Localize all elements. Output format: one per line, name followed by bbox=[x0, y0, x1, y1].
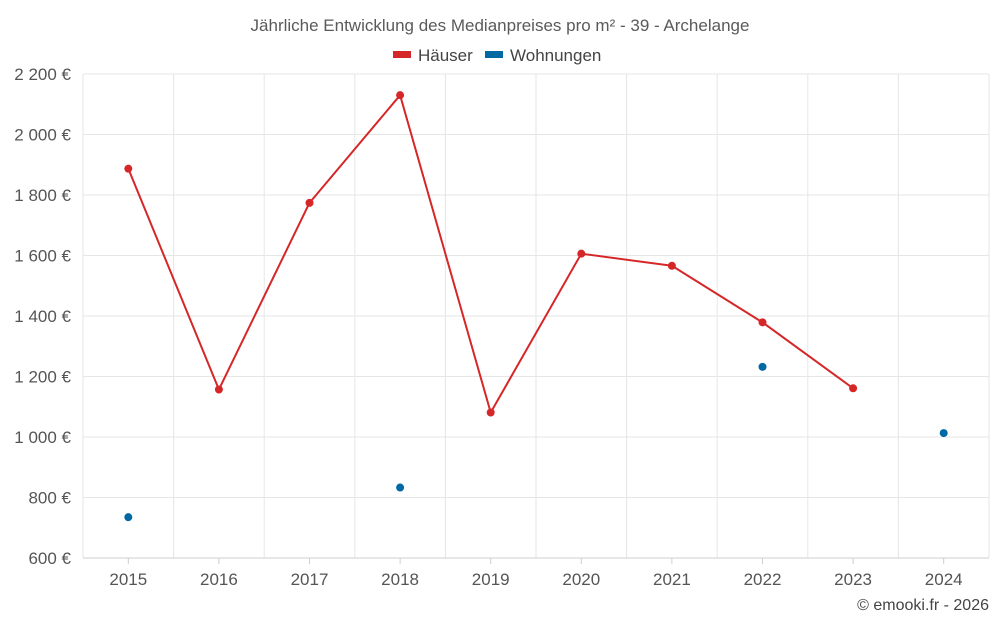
legend-label-wohnungen: Wohnungen bbox=[510, 46, 601, 65]
x-tick-label: 2021 bbox=[653, 570, 691, 589]
data-point-haeuser[interactable] bbox=[577, 249, 586, 258]
x-tick-label: 2018 bbox=[381, 570, 419, 589]
y-tick-label: 1 000 € bbox=[14, 428, 71, 447]
series bbox=[124, 91, 948, 522]
y-tick-label: 1 200 € bbox=[14, 368, 71, 387]
credit-text: © emooki.fr - 2026 bbox=[857, 597, 989, 614]
chart-title: Jährliche Entwicklung des Medianpreises … bbox=[251, 16, 750, 35]
x-tick-label: 2015 bbox=[109, 570, 147, 589]
series-line-haeuser bbox=[127, 94, 854, 414]
x-tick-label: 2017 bbox=[291, 570, 329, 589]
x-tick-label: 2023 bbox=[834, 570, 872, 589]
data-point-haeuser[interactable] bbox=[305, 198, 314, 207]
x-tick-label: 2020 bbox=[562, 570, 600, 589]
gridlines bbox=[82, 73, 990, 559]
data-point-haeuser[interactable] bbox=[486, 408, 495, 417]
data-point-wohnungen[interactable] bbox=[396, 483, 405, 492]
y-tick-label: 1 400 € bbox=[14, 307, 71, 326]
data-point-wohnungen[interactable] bbox=[124, 513, 133, 522]
legend-label-haeuser: Häuser bbox=[418, 46, 473, 65]
data-point-haeuser[interactable] bbox=[849, 384, 858, 393]
legend-item-haeuser[interactable]: Häuser bbox=[393, 46, 473, 65]
y-tick-label: 800 € bbox=[28, 489, 71, 508]
data-point-haeuser[interactable] bbox=[124, 164, 133, 173]
x-tick-label: 2016 bbox=[200, 570, 238, 589]
x-tick-label: 2022 bbox=[744, 570, 782, 589]
legend-swatch-wohnungen bbox=[485, 51, 503, 58]
y-tick-label: 2 000 € bbox=[14, 126, 71, 145]
data-point-haeuser[interactable] bbox=[214, 385, 223, 394]
legend-swatch-haeuser bbox=[393, 51, 411, 58]
x-tick-label: 2019 bbox=[472, 570, 510, 589]
legend: Häuser Wohnungen bbox=[393, 46, 601, 65]
y-tick-label: 2 200 € bbox=[14, 65, 71, 84]
y-tick-label: 600 € bbox=[28, 549, 71, 568]
y-tick-label: 1 600 € bbox=[14, 247, 71, 266]
data-point-wohnungen[interactable] bbox=[939, 429, 948, 438]
data-point-wohnungen[interactable] bbox=[758, 362, 767, 371]
data-point-haeuser[interactable] bbox=[667, 261, 676, 270]
legend-item-wohnungen[interactable]: Wohnungen bbox=[485, 46, 601, 65]
data-point-haeuser[interactable] bbox=[758, 318, 767, 327]
data-point-haeuser[interactable] bbox=[396, 91, 405, 100]
x-tick-label: 2024 bbox=[925, 570, 963, 589]
y-tick-label: 1 800 € bbox=[14, 186, 71, 205]
axes: 600 € 800 € 1 000 € 1 200 € 1 400 € 1 600 € 1 … bbox=[14, 65, 989, 589]
